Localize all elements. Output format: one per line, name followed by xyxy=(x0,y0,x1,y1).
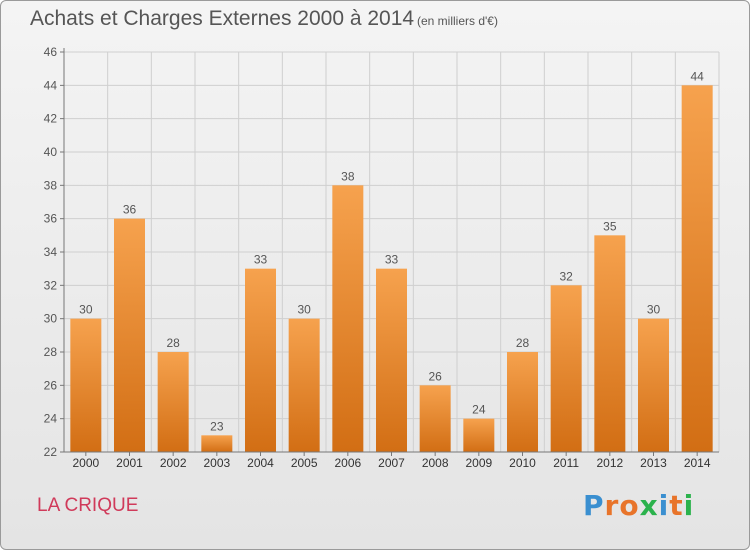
y-tick-label: 46 xyxy=(44,45,58,59)
x-tick-label-2003: 2003 xyxy=(203,456,230,470)
value-label-2014: 44 xyxy=(690,69,704,83)
bar-2007 xyxy=(376,268,407,452)
value-label-2000: 30 xyxy=(79,303,93,317)
bar-2000 xyxy=(70,318,102,452)
labels: 22 24 26 28 30 32 34 36 38 40 42 44 46 30 2000 36 2001 28… xyxy=(44,45,711,470)
x-tick-label-2014: 2014 xyxy=(684,456,711,470)
y-tick-label: 36 xyxy=(44,212,58,226)
x-tick-label-2012: 2012 xyxy=(596,456,623,470)
y-tick-label: 28 xyxy=(44,345,58,359)
y-tick-label: 42 xyxy=(44,112,58,126)
x-tick-label-2013: 2013 xyxy=(640,456,667,470)
axes xyxy=(60,48,719,456)
bar-2008 xyxy=(419,385,451,452)
logo-letter: r xyxy=(604,489,620,522)
value-label-2005: 30 xyxy=(297,303,311,317)
value-label-2011: 32 xyxy=(559,269,573,283)
logo-letter: P xyxy=(583,489,605,522)
x-tick-label-2011: 2011 xyxy=(553,456,579,470)
commune-name: LA CRIQUE xyxy=(37,495,139,516)
x-tick-label-2005: 2005 xyxy=(291,456,318,470)
x-tick-label-2002: 2002 xyxy=(160,456,187,470)
bar-2006 xyxy=(332,185,364,453)
bars xyxy=(70,85,713,453)
value-label-2003: 23 xyxy=(210,419,224,433)
value-label-2009: 24 xyxy=(472,403,486,417)
x-tick-label-2000: 2000 xyxy=(72,456,99,470)
y-tick-label: 30 xyxy=(44,312,58,326)
bar-2002 xyxy=(157,352,189,452)
x-tick-label-2007: 2007 xyxy=(378,456,405,470)
value-label-2010: 28 xyxy=(516,336,530,350)
x-tick-label-2004: 2004 xyxy=(247,456,274,470)
x-tick-label-2010: 2010 xyxy=(509,456,536,470)
bar-2014 xyxy=(681,85,713,452)
chart-title: Achats et Charges Externes 2000 à 2014 xyxy=(30,7,415,30)
x-tick-label-2008: 2008 xyxy=(422,456,449,470)
y-tick-label: 22 xyxy=(44,445,58,459)
y-tick-label: 24 xyxy=(44,412,58,426)
logo-letter: t xyxy=(669,489,684,522)
logo-letter: x xyxy=(639,489,659,522)
bar-2004 xyxy=(245,268,276,452)
bar-2009 xyxy=(463,418,495,452)
chart-subtitle: (en milliers d'€) xyxy=(417,14,498,28)
bar-2012 xyxy=(594,235,626,452)
value-label-2007: 33 xyxy=(385,253,399,267)
value-label-2004: 33 xyxy=(254,253,268,267)
logo-letter: o xyxy=(619,489,640,522)
bar-2003 xyxy=(201,435,233,452)
bar-2010 xyxy=(507,352,538,452)
bar-2011 xyxy=(550,285,582,452)
bar-2001 xyxy=(114,218,145,452)
value-label-2001: 36 xyxy=(123,203,137,217)
y-tick-label: 26 xyxy=(44,378,58,392)
value-label-2002: 28 xyxy=(166,336,180,350)
logo-letter: i xyxy=(683,489,695,522)
proxiti-logo: Proxiti xyxy=(583,489,694,522)
x-tick-label-2009: 2009 xyxy=(465,456,492,470)
x-tick-label-2001: 2001 xyxy=(116,456,143,470)
bar-2005 xyxy=(288,318,320,452)
bar-2013 xyxy=(638,318,669,452)
value-label-2008: 26 xyxy=(428,369,442,383)
y-tick-label: 38 xyxy=(44,178,58,192)
logo-letter: i xyxy=(658,489,670,522)
x-tick-label-2006: 2006 xyxy=(334,456,361,470)
value-label-2012: 35 xyxy=(603,219,617,233)
y-tick-label: 34 xyxy=(44,245,58,259)
value-label-2013: 30 xyxy=(647,303,661,317)
y-tick-label: 44 xyxy=(44,78,58,92)
y-tick-label: 32 xyxy=(44,278,58,292)
value-label-2006: 38 xyxy=(341,169,355,183)
y-tick-label: 40 xyxy=(44,145,58,159)
